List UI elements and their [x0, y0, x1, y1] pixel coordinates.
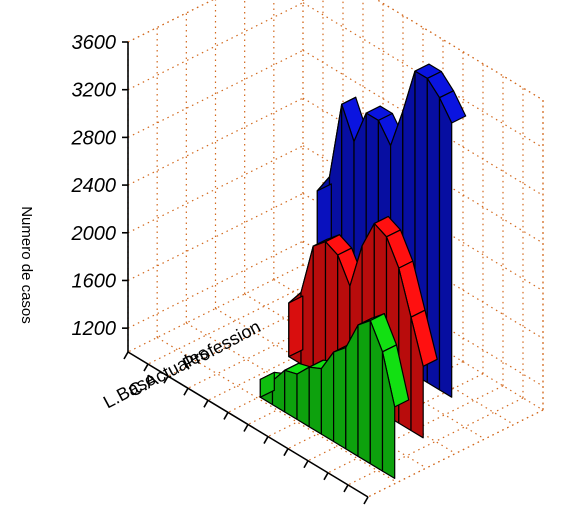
y-tick-label-2400: 2400	[71, 175, 117, 197]
ribbon-front-2-3	[296, 366, 310, 428]
x-tick-4	[203, 399, 209, 408]
x-tick-9	[303, 460, 309, 469]
y-tick-label-1600: 1600	[72, 270, 117, 292]
y-tick-label-3200: 3200	[72, 80, 117, 102]
ribbon-front-1-2	[312, 241, 327, 380]
y-tick-labels: 1200 1600 2000 2400 2800 3200 3600	[71, 32, 117, 340]
gridline-y-left-3	[127, 97, 304, 186]
x-tick-0	[123, 351, 129, 360]
ribbon-front-2-2	[284, 369, 298, 420]
x-tick-1	[143, 363, 149, 372]
series-ribbons	[259, 63, 467, 479]
x-tick-10	[323, 472, 329, 481]
ribbon-front-1-10	[410, 316, 424, 439]
x-tick-8	[283, 448, 289, 457]
ribbon-front-2-6	[333, 347, 347, 450]
x-tick-7	[263, 436, 269, 444]
ribbon-front-2-5	[320, 351, 335, 443]
x-tick-5	[223, 412, 229, 420]
y-tick-label-2800: 2800	[71, 127, 117, 149]
ribbon-left-cap-2	[259, 371, 275, 398]
x-tick-3	[183, 387, 189, 396]
ribbon-front-2-8	[357, 320, 371, 465]
x-tick-2	[163, 375, 169, 384]
ribbon-front-0-10	[438, 97, 453, 398]
ribbon-l-base	[259, 313, 410, 479]
x-tick-11	[343, 484, 349, 493]
y-tick-label-1200: 1200	[72, 318, 117, 340]
ribbon-front-2-7	[345, 324, 359, 457]
x-tick-6	[243, 424, 249, 432]
y-axis-label: Numero de casos	[18, 206, 35, 324]
ribbon-front-2-10	[381, 351, 396, 479]
ribbon-left-cap-1	[288, 295, 304, 358]
category-label-2: L.Base	[100, 368, 159, 412]
x-tick-marks	[123, 351, 369, 505]
ribbon-front-2-4	[308, 366, 322, 435]
gridline-y-left-0	[127, 240, 304, 329]
y-tick-label-2000: 2000	[71, 223, 117, 245]
x-tick-12	[363, 496, 369, 505]
y-tick-label-3600: 3600	[72, 32, 117, 54]
